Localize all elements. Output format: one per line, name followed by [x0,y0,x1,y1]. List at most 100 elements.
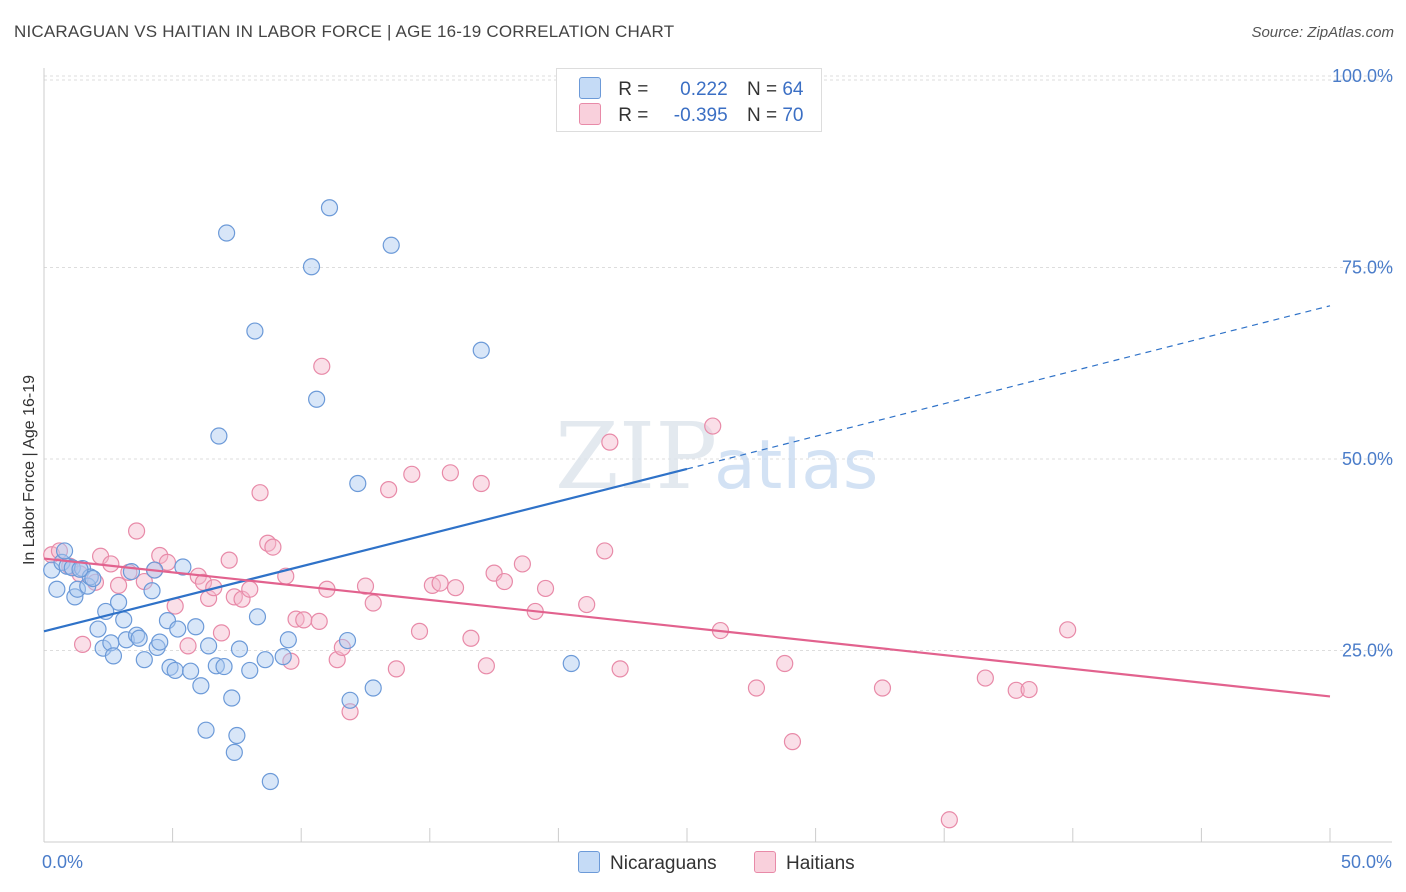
haitian-point [776,654,794,673]
haitian-point [462,629,480,647]
legend-r-value: 0.222 [680,79,728,100]
nicaraguan-point [122,563,141,581]
haitian-point [410,622,429,640]
x-min-label: 0.0% [42,852,84,872]
haitian-point [313,357,331,375]
haitian-point [403,465,421,483]
legend-r-value: -0.395 [673,105,728,126]
y-tick-label: 50.0% [1342,449,1393,469]
gridlines [44,75,1392,651]
nicaraguan-point [135,651,153,669]
nicaraguan-point [151,633,169,651]
watermark-atlas: atlas [714,426,878,505]
source-label: Source: ZipAtlas.com [1251,24,1394,41]
haitian-point [495,572,513,591]
legend-r-label: R = [618,105,649,126]
haitian-point [431,574,449,592]
nicaraguan-point [341,691,359,709]
nicaraguan-point [48,580,66,598]
haitian-point [241,580,259,598]
bottom-legend-swatch-pink [754,851,776,873]
haitian-point [264,538,282,556]
nicaraguan-point [302,258,321,276]
nicaraguan-point [115,611,133,629]
nicaraguan-point [241,661,259,680]
x-max-label: 50.0% [1340,852,1392,872]
nicaraguan-point [338,631,357,650]
y-tick-labels: 25.0% 50.0% 75.0% 100.0% [1332,66,1393,661]
haitian-point [102,555,120,573]
chart-title: NICARAGUAN VS HAITIAN IN LABOR FORCE | A… [14,22,675,41]
haitian-point [1007,681,1025,699]
haitian-point [1059,621,1077,639]
nicaraguan-point [130,629,148,647]
haitian-point [387,660,405,678]
nicaraguan-point [349,474,367,493]
legend-r-label: R = [618,79,649,100]
haitian-point [127,522,146,540]
haitian-point [873,679,892,697]
nicaraguan-point [279,631,297,649]
nicaraguan-point [308,390,326,408]
haitian-point [310,612,328,630]
nicaraguan-point [182,662,200,680]
nicaraguan-point [68,580,87,598]
nicaraguan-point [223,689,241,707]
nicaraguan-point [169,620,187,638]
haitian-point [109,576,128,594]
legend-n-value: 70 [782,105,804,126]
nicaraguan-point [218,224,236,242]
nicaraguan-point [166,661,184,680]
nicaraguan-point [320,199,339,217]
haitian-point [747,679,766,697]
haitian-point [364,594,382,612]
nicaraguan-point [562,654,580,673]
haitian-point [251,484,269,502]
nicaraguan-point [200,637,218,655]
nicaraguan-point [197,721,215,739]
axes [43,68,1392,843]
nicaraguan-point [274,648,292,666]
nicaraguan-point [192,677,210,695]
nicaraguan-point [55,542,74,560]
nicaraguan-point [230,640,249,658]
trend-lines [43,305,1331,698]
haitian-point [601,433,619,451]
nicaraguan-point [89,620,107,638]
legend-n-value: 64 [782,79,804,100]
haitian-point [446,579,465,597]
nicaraguan-point [246,322,264,340]
watermark-zip: ZIP [555,403,717,510]
nicaraguans-trend-extension [686,305,1331,470]
y-tick-label: 25.0% [1342,641,1393,661]
nicaraguan-point [210,427,228,445]
nicaraguan-point [382,236,400,254]
nicaraguan-point [117,631,135,649]
haitian-point [179,637,197,655]
haitian-point [536,579,555,598]
nicaraguans-points [43,199,580,791]
nicaraguan-point [472,341,490,359]
haitian-point [220,551,238,569]
nicaraguans-trend-line [43,467,688,633]
bottom-legend-label: Nicaraguans [610,853,717,874]
nicaraguan-point [261,772,279,791]
bottom-legend-nicaraguans: Nicaraguans [578,851,717,875]
legend-row-haitians: R = -0.395 N = 70 [579,103,803,127]
haitian-point [1020,680,1038,699]
nicaraguan-point [225,743,243,761]
haitian-point [513,555,531,573]
bottom-legend-swatch-blue [578,851,600,873]
haitian-point [477,657,495,675]
haitian-point [212,624,231,642]
watermark: ZIP atlas [555,403,878,510]
nicaraguan-point [256,651,274,669]
nicaraguan-point [109,593,128,611]
nicaraguan-point [104,647,123,665]
nicaraguan-point [127,626,146,644]
bottom-legend-label: Haitians [786,853,855,874]
nicaraguan-point [228,726,246,745]
haitian-point [158,553,177,572]
nicaraguan-point [71,560,89,578]
